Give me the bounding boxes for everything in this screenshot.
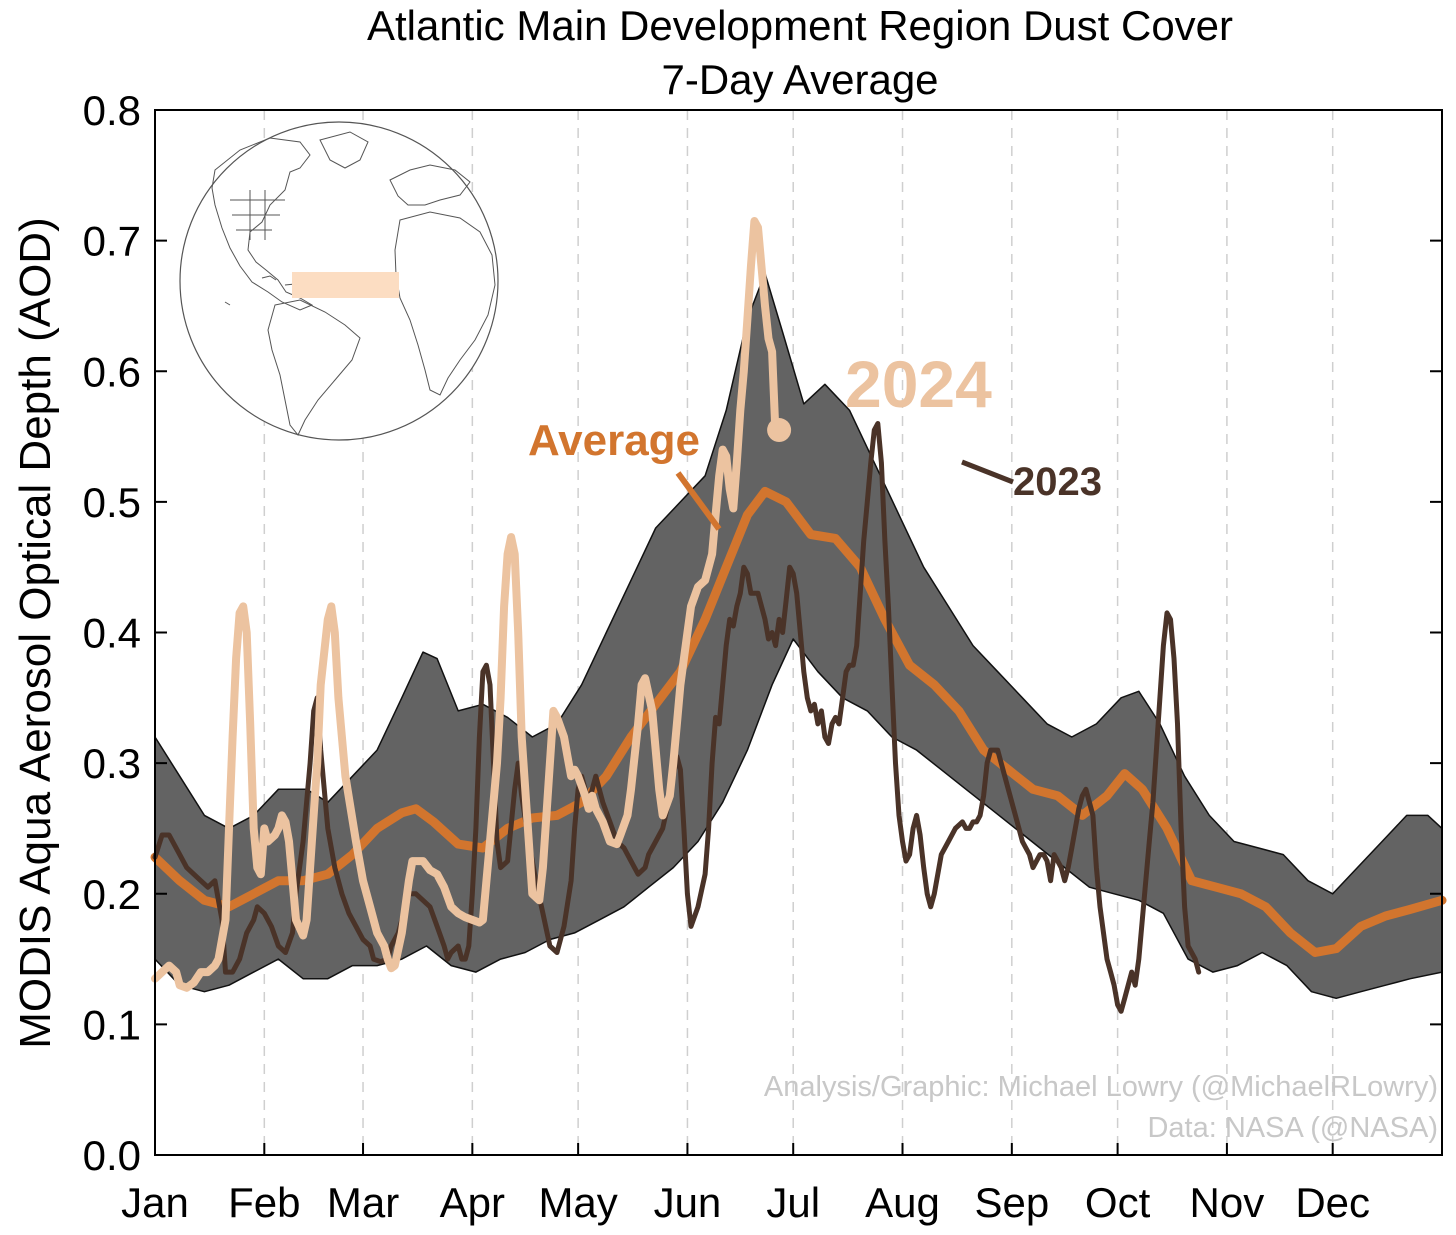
label-2023: 2023 [1013,460,1102,504]
x-tick-label: May [538,1179,617,1226]
series-line-2023 [152,421,1202,1014]
x-tick-label: Feb [228,1179,300,1226]
y-tick-label: 0.3 [83,740,141,787]
series-line-average [150,486,1447,957]
x-tick-label: Dec [1295,1179,1370,1226]
series-lines [150,217,1447,1014]
2023-pointer [961,459,1014,485]
axes: 0.0 0.1 0.2 0.3 0.4 0.5 0.6 0.7 0.8 Jan Feb Mar Apr M… [83,87,1443,1226]
x-tick-label: Mar [327,1179,399,1226]
y-tick-label: 0.4 [83,610,141,657]
x-tick-label: Sep [974,1179,1049,1226]
x-tick-label: Jan [121,1179,189,1226]
chart-title: Atlantic Main Development Region Dust Co… [367,2,1233,49]
chart-subtitle: 7-Day Average [661,56,938,103]
x-tick-label: Nov [1190,1179,1265,1226]
label-average: Average [528,416,700,465]
x-tick-label: Jul [766,1179,820,1226]
credit-analysis: Analysis/Graphic: Michael Lowry (@Michae… [764,1071,1438,1103]
mdr-box [292,272,399,298]
average-pointer [675,471,722,531]
y-tick-label: 0.5 [83,479,141,526]
x-tick-label: Jun [654,1179,722,1226]
series-end-marker-2024 [767,418,792,443]
x-tick-label: Apr [440,1179,505,1226]
y-tick-label: 0.0 [83,1132,141,1179]
label-2024: 2024 [845,347,992,421]
y-tick-label: 0.1 [83,1001,141,1048]
x-tick-label: Oct [1085,1179,1151,1226]
y-tick-label: 0.7 [83,218,141,265]
y-tick-label: 0.8 [83,87,141,134]
y-tick-label: 0.2 [83,871,141,918]
series-line-2024 [151,217,784,992]
credit-data: Data: NASA (@NASA) [1147,1112,1438,1144]
y-axis-title: MODIS Aqua Aerosol Optical Depth (AOD) [11,217,60,1048]
x-tick-label: Aug [865,1179,940,1226]
globe-inset [179,121,499,441]
continents-icon [211,131,496,436]
y-tick-label: 0.6 [83,348,141,395]
